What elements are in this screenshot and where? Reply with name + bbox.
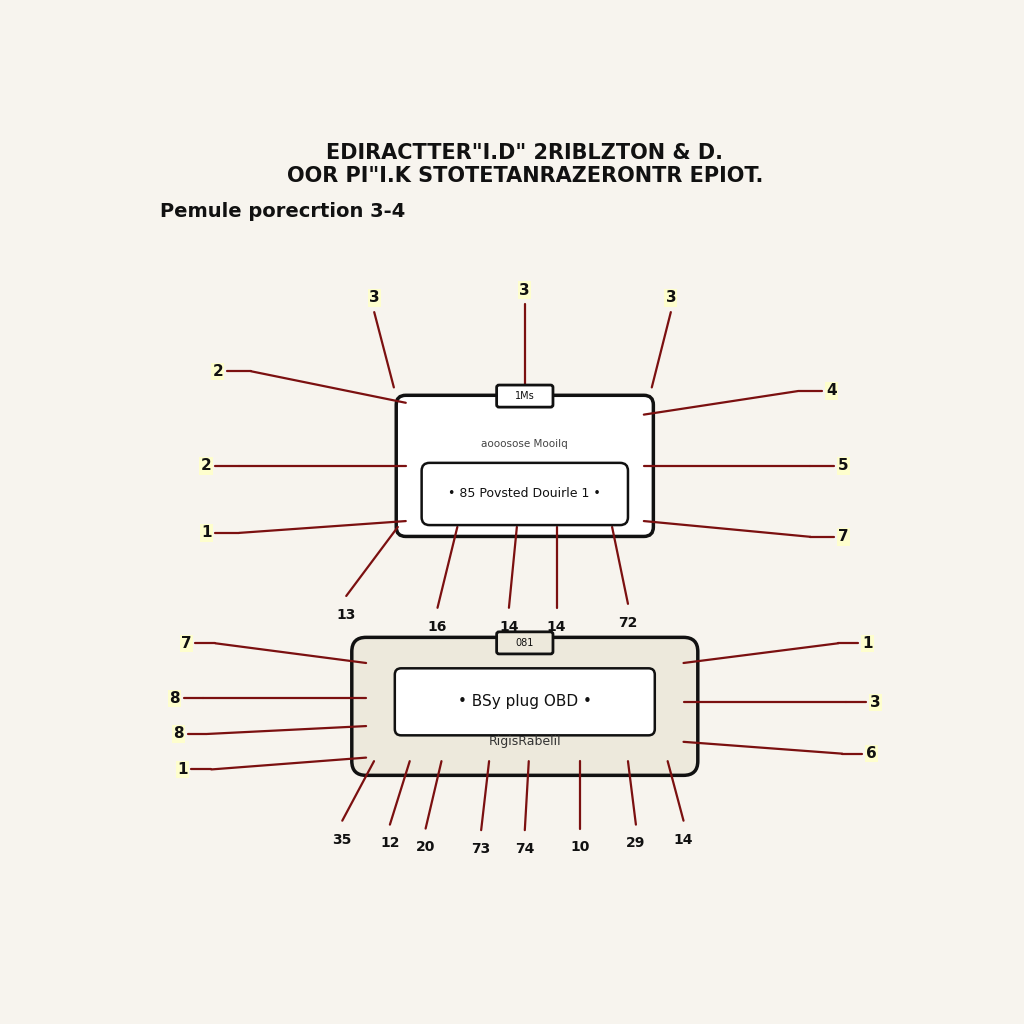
Text: 3: 3 (369, 291, 380, 305)
Text: 8: 8 (169, 691, 179, 706)
Text: RigisRabelil: RigisRabelil (488, 735, 561, 748)
Text: 14: 14 (547, 620, 566, 634)
Text: 1: 1 (201, 525, 211, 541)
Text: • 85 Povsted Douirle 1 •: • 85 Povsted Douirle 1 • (449, 487, 601, 501)
Text: 10: 10 (570, 841, 590, 854)
Text: 16: 16 (428, 620, 447, 634)
Text: 4: 4 (826, 383, 837, 398)
Text: 14: 14 (674, 833, 693, 847)
Text: 1: 1 (862, 636, 872, 651)
Text: 14: 14 (499, 620, 519, 634)
Text: 2: 2 (201, 459, 211, 473)
Text: 5: 5 (839, 459, 849, 473)
FancyBboxPatch shape (352, 637, 697, 775)
Text: 3: 3 (519, 283, 530, 298)
Text: OOR PI"I.K STOTETANRAZERONTR EPIOT.: OOR PI"I.K STOTETANRAZERONTR EPIOT. (287, 166, 763, 186)
FancyBboxPatch shape (395, 669, 654, 735)
Text: 8: 8 (173, 726, 183, 741)
Text: 20: 20 (416, 841, 435, 854)
Text: 3: 3 (870, 695, 881, 710)
Text: 13: 13 (337, 608, 356, 622)
Text: 1: 1 (177, 762, 187, 777)
Text: 29: 29 (627, 837, 645, 851)
FancyBboxPatch shape (497, 385, 553, 408)
Text: 6: 6 (866, 746, 877, 761)
Text: 35: 35 (333, 833, 352, 847)
Text: 3: 3 (666, 291, 676, 305)
Text: 1Ms: 1Ms (515, 391, 535, 401)
Text: 12: 12 (380, 837, 399, 851)
FancyBboxPatch shape (422, 463, 628, 525)
Text: 72: 72 (618, 615, 638, 630)
Text: 74: 74 (515, 842, 535, 856)
Text: 081: 081 (516, 638, 534, 648)
Text: • BSy plug OBD •: • BSy plug OBD • (458, 694, 592, 710)
Text: 73: 73 (471, 842, 490, 856)
FancyBboxPatch shape (497, 632, 553, 654)
Text: Pemule porecrtion 3-4: Pemule porecrtion 3-4 (160, 202, 406, 221)
FancyBboxPatch shape (396, 395, 653, 537)
Text: EDIRACTTER"I.D" 2RIBLZTON & D.: EDIRACTTER"I.D" 2RIBLZTON & D. (327, 142, 723, 163)
Text: aooosose Mooilq: aooosose Mooilq (481, 439, 568, 449)
Text: 7: 7 (839, 529, 849, 545)
Text: 2: 2 (213, 364, 223, 379)
Text: 7: 7 (181, 636, 191, 651)
